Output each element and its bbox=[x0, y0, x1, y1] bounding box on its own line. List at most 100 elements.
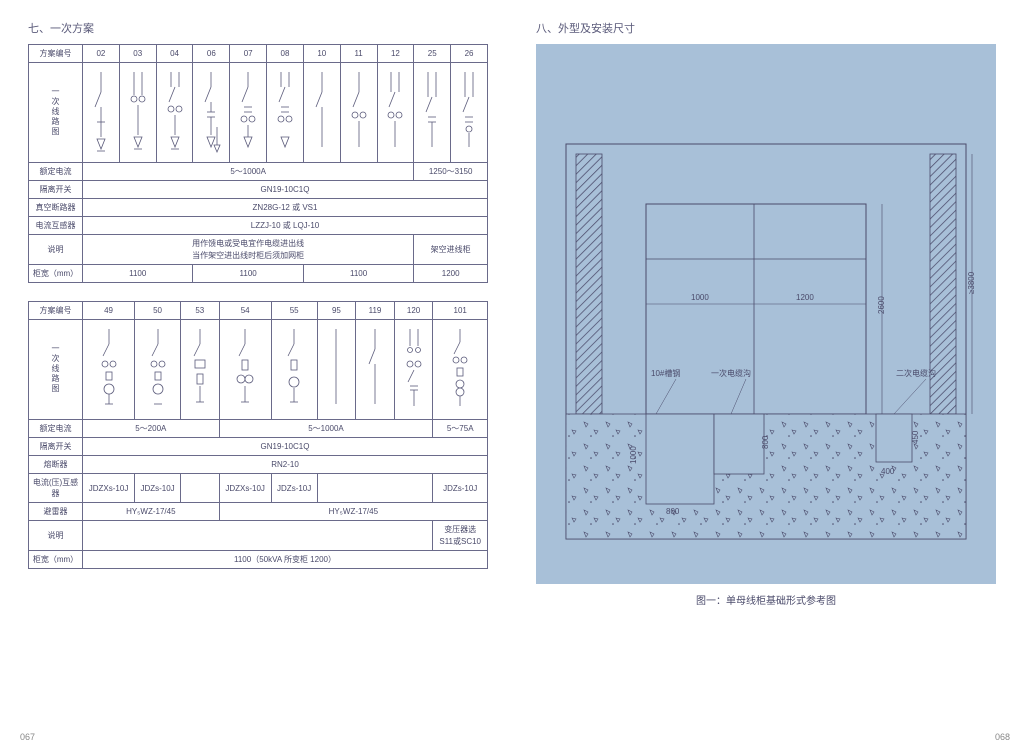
t2-col-2: 53 bbox=[181, 302, 220, 320]
table2-header-row: 方案编号 49 50 53 54 55 95 119 120 101 bbox=[29, 302, 488, 320]
t1-col-7: 11 bbox=[340, 45, 377, 63]
table-cell: 1100 bbox=[193, 265, 303, 283]
t1-col-9: 25 bbox=[414, 45, 451, 63]
t1-sch-9 bbox=[414, 63, 451, 163]
table-cell: RN2-10 bbox=[83, 456, 488, 474]
t2-col-7: 120 bbox=[394, 302, 433, 320]
t1-col-8: 12 bbox=[377, 45, 414, 63]
page-number-left: 067 bbox=[20, 732, 35, 742]
label-primary-trench: 一次电缆沟 bbox=[711, 368, 751, 378]
table-row: 说明用作馈电或受电宜作电缆进出线当作架空进出线时柜后须加网柜架空进线柜 bbox=[29, 235, 488, 265]
dim-1200: 1200 bbox=[796, 293, 814, 302]
table-cell: GN19-10C1Q bbox=[83, 181, 488, 199]
t1-col-5: 08 bbox=[267, 45, 304, 63]
installation-diagram: 1000 1200 2600 ≥3800 1000 800 800 400 45… bbox=[536, 44, 996, 584]
table-row: 避雷器HY₅WZ-17/45HY₅WZ-17/45 bbox=[29, 503, 488, 521]
t2-sch-5 bbox=[317, 320, 356, 420]
t2-col-1: 50 bbox=[135, 302, 181, 320]
table-cell: 架空进线柜 bbox=[414, 235, 488, 265]
label-secondary-trench: 二次电缆沟 bbox=[896, 368, 936, 378]
table-cell: LZZJ-10 或 LQJ-10 bbox=[83, 217, 488, 235]
table-row: 电流(压)互感器JDZXs-10JJDZs-10JJDZXs-10JJDZs-1… bbox=[29, 474, 488, 503]
t1-col-4: 07 bbox=[230, 45, 267, 63]
table2-header-label: 方案编号 bbox=[29, 302, 83, 320]
table-cell: GN19-10C1Q bbox=[83, 438, 488, 456]
t2-sch-1 bbox=[135, 320, 181, 420]
table-cell: 1100 bbox=[83, 265, 193, 283]
t1-col-3: 06 bbox=[193, 45, 230, 63]
t1-col-10: 26 bbox=[451, 45, 488, 63]
t2-col-4: 55 bbox=[271, 302, 317, 320]
table-cell: JDZs-10J bbox=[135, 474, 181, 503]
t2-sch-7 bbox=[394, 320, 433, 420]
t2-col-5: 95 bbox=[317, 302, 356, 320]
table-cell: JDZs-10J bbox=[433, 474, 488, 503]
t1-sch-2 bbox=[156, 63, 193, 163]
t2-diagram-label: 一次线路图 bbox=[29, 320, 83, 420]
dim-400: 400 bbox=[881, 467, 895, 476]
table-cell: 1100 bbox=[303, 265, 413, 283]
t2-col-6: 119 bbox=[356, 302, 395, 320]
t1-col-0: 02 bbox=[83, 45, 120, 63]
table-row: 柜宽（mm）1100（50kVA 所变柜 1200） bbox=[29, 551, 488, 569]
t1-sch-1 bbox=[119, 63, 156, 163]
diagram-caption: 图一：单母线柜基础形式参考图 bbox=[536, 592, 996, 607]
t2-sch-2 bbox=[181, 320, 220, 420]
table-cell: 1250～3150 bbox=[414, 163, 488, 181]
t2-col-3: 54 bbox=[219, 302, 271, 320]
t1-sch-3 bbox=[193, 63, 230, 163]
page-number-right: 068 bbox=[995, 732, 1010, 742]
t1-col-2: 04 bbox=[156, 45, 193, 63]
t1-sch-10 bbox=[451, 63, 488, 163]
row-label: 柜宽（mm） bbox=[29, 265, 83, 283]
table-cell: 变压器选S11或SC10 bbox=[433, 521, 488, 551]
t1-diagram-row: 一次线路图 bbox=[29, 63, 488, 163]
scheme-table-1: 方案编号 02 03 04 06 07 08 10 11 12 25 26 一次… bbox=[28, 44, 488, 283]
row-label: 说明 bbox=[29, 521, 83, 551]
t2-sch-3 bbox=[219, 320, 271, 420]
table-row: 熔断器RN2-10 bbox=[29, 456, 488, 474]
dim-trench-800w: 800 bbox=[666, 507, 680, 516]
row-label: 额定电流 bbox=[29, 163, 83, 181]
left-section-title: 七、一次方案 bbox=[28, 20, 488, 36]
row-label: 真空断路器 bbox=[29, 199, 83, 217]
table-row: 隔离开关GN19-10C1Q bbox=[29, 438, 488, 456]
t2-col-0: 49 bbox=[83, 302, 135, 320]
t1-sch-0 bbox=[83, 63, 120, 163]
t1-sch-5 bbox=[267, 63, 304, 163]
t1-sch-4 bbox=[230, 63, 267, 163]
table-cell: 5～1000A bbox=[83, 163, 414, 181]
t1-sch-7 bbox=[340, 63, 377, 163]
table-row: 额定电流5～200A5～1000A5～75A bbox=[29, 420, 488, 438]
row-label: 说明 bbox=[29, 235, 83, 265]
table-cell bbox=[83, 521, 433, 551]
row-label: 隔离开关 bbox=[29, 181, 83, 199]
t1-col-1: 03 bbox=[119, 45, 156, 63]
t1-diagram-label: 一次线路图 bbox=[29, 63, 83, 163]
table-cell: JDZs-10J bbox=[271, 474, 317, 503]
table-row: 说明 变压器选S11或SC10 bbox=[29, 521, 488, 551]
t1-col-6: 10 bbox=[303, 45, 340, 63]
dim-1000: 1000 bbox=[691, 293, 709, 302]
t2-sch-0 bbox=[83, 320, 135, 420]
row-label: 电流互感器 bbox=[29, 217, 83, 235]
row-label: 熔断器 bbox=[29, 456, 83, 474]
row-label: 额定电流 bbox=[29, 420, 83, 438]
row-label: 电流(压)互感器 bbox=[29, 474, 83, 503]
table-cell: ZN28G-12 或 VS1 bbox=[83, 199, 488, 217]
table-cell: 用作馈电或受电宜作电缆进出线当作架空进出线时柜后须加网柜 bbox=[83, 235, 414, 265]
label-channel-steel: 10#槽钢 bbox=[651, 368, 680, 378]
t2-sch-6 bbox=[356, 320, 395, 420]
table-cell bbox=[317, 474, 433, 503]
table-cell: JDZXs-10J bbox=[83, 474, 135, 503]
right-section-title: 八、外型及安装尺寸 bbox=[536, 20, 996, 36]
table-cell: 1100（50kVA 所变柜 1200） bbox=[83, 551, 488, 569]
t1-sch-6 bbox=[303, 63, 340, 163]
table-cell: HY₅WZ-17/45 bbox=[219, 503, 487, 521]
table-row: 柜宽（mm）1100110011001200 bbox=[29, 265, 488, 283]
dim-trench-800h: 800 bbox=[761, 435, 770, 449]
dim-trench-1000: 1000 bbox=[629, 446, 638, 464]
table-row: 额定电流5～1000A1250～3150 bbox=[29, 163, 488, 181]
scheme-table-2: 方案编号 49 50 53 54 55 95 119 120 101 一次线路图 bbox=[28, 301, 488, 569]
table-cell: 5～75A bbox=[433, 420, 488, 438]
